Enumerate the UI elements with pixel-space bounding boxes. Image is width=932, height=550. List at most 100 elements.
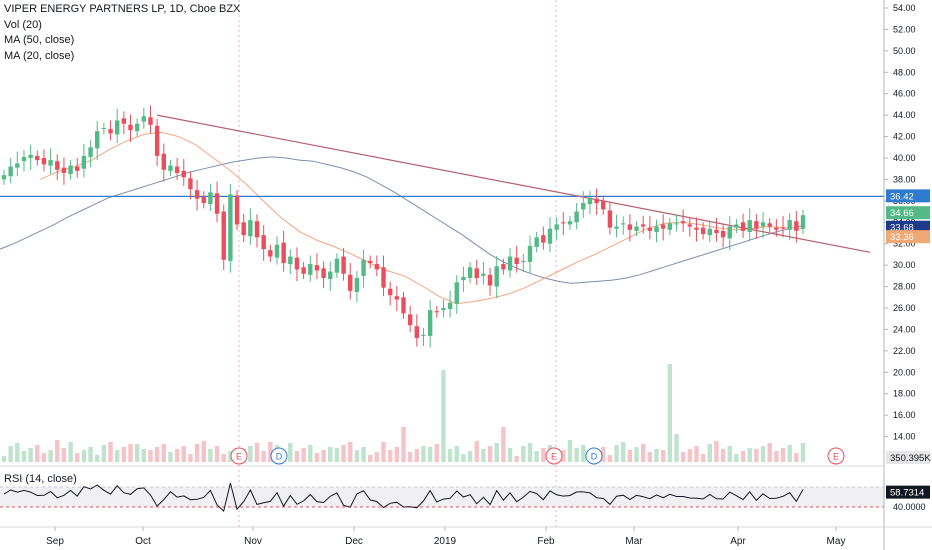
candle-body [700,227,706,235]
volume-bar [720,449,726,462]
volume-bar [387,450,393,462]
candle-body [794,221,799,231]
event-label: E [236,452,242,462]
volume-bar [621,442,626,462]
candle-body [254,221,260,238]
candle-body [387,288,393,296]
candle-body [341,256,346,274]
price-axis[interactable]: 54.00 52.00 50.00 48.00 46.00 44.00 42.00 40.00… [883,0,931,550]
candle-body [547,228,553,244]
price-tag-label: 350.395K [890,453,931,464]
volume-bar [800,443,806,462]
volume-bar [134,444,140,462]
ma20-indicator-label[interactable]: MA (20, close) [4,49,75,62]
volume-bar [561,450,566,462]
volume-bar [354,450,360,462]
ma50-indicator-label[interactable]: MA (50, close) [4,34,75,46]
time-axis[interactable]: Sep Oct Nov Dec 2019 Feb Mar Apr May [46,527,845,547]
candle-body [154,125,160,156]
price-tag-bg [886,189,930,203]
volume-bar [534,451,539,462]
volume-bar [201,441,206,462]
candlestick-series [1,105,806,348]
candle-body [507,256,513,271]
rsi-current-tag: 58.7314 [886,485,930,499]
candle-body [434,311,439,313]
time-tick-label: Oct [135,536,151,547]
volume-bar [541,448,546,462]
volume-bar [487,446,493,462]
candle-body [474,268,479,278]
candle-body [594,198,599,203]
volume-bar [121,447,127,462]
volume-bar [660,450,666,462]
candle-body [601,200,606,210]
candle-body [268,250,273,257]
candle-body [487,274,493,286]
earnings-event-marker[interactable]: E [230,447,248,465]
candle-body [714,229,719,233]
price-tag-bg [886,230,930,244]
candle-body [754,221,759,229]
symbol-title[interactable]: VIPER ENERGY PARTNERS LP, 1D, Cboe BZX [4,3,241,15]
candle-body [61,167,67,173]
volume-bar [81,450,87,462]
candle-body [641,224,646,227]
volume-bar [301,448,306,462]
event-label: D [276,452,283,462]
candle-body [281,242,286,263]
volume-bar [647,452,653,462]
volume-bar [421,446,426,462]
volume-bar [114,450,120,462]
volume-bar [694,446,699,462]
candle-body [554,224,559,230]
candle-body [627,224,633,230]
candle-body [501,264,506,270]
price-tag-label: 33.68 [890,223,914,234]
volume-bar [214,446,220,462]
rsi-indicator-label[interactable]: RSI (14, close) [4,473,77,485]
rsi-band [0,487,884,507]
vol-indicator-label[interactable]: Vol (20) [4,18,42,31]
candle-body [328,271,333,280]
volume-bar [641,444,646,462]
candle-body [414,326,420,338]
candle-body [294,257,300,270]
candle-body [787,220,792,230]
volume-bar [680,452,686,462]
grid-lines [0,0,932,528]
price-tag-label: 36.42 [890,191,914,202]
price-tick-label: 20.00 [893,367,916,377]
event-label: D [591,452,598,462]
volume-bar [334,448,340,462]
price-tick-label: 16.00 [893,410,916,420]
volume-bar [221,454,226,462]
volume-bar [687,449,693,462]
candle-body [141,116,147,122]
candle-body [274,244,280,258]
volume-bar [141,449,147,462]
volume-bar [55,440,60,462]
price-tick-label: 32.00 [893,239,916,249]
candle-body [134,123,140,132]
candle-body [381,267,386,288]
dividend-event-marker[interactable]: D [585,447,603,465]
volume-bar [614,445,619,462]
volume-bar [188,454,193,462]
earnings-event-marker[interactable]: E [545,447,563,465]
price-tick-label: 48.00 [893,67,916,77]
price-tick-label: 22.00 [893,346,916,356]
volume-bar [507,448,513,462]
candle-body [541,235,546,243]
earnings-event-marker[interactable]: E [827,447,845,465]
dividend-event-marker[interactable]: D [270,447,288,465]
candle-body [288,256,293,265]
volume-bar [248,446,253,462]
volume-bar [581,445,586,462]
volume-bar [15,443,20,462]
volume-bar [368,455,373,462]
volume-bar [481,449,486,462]
rsi-tick-label: 40.0000 [893,502,926,512]
